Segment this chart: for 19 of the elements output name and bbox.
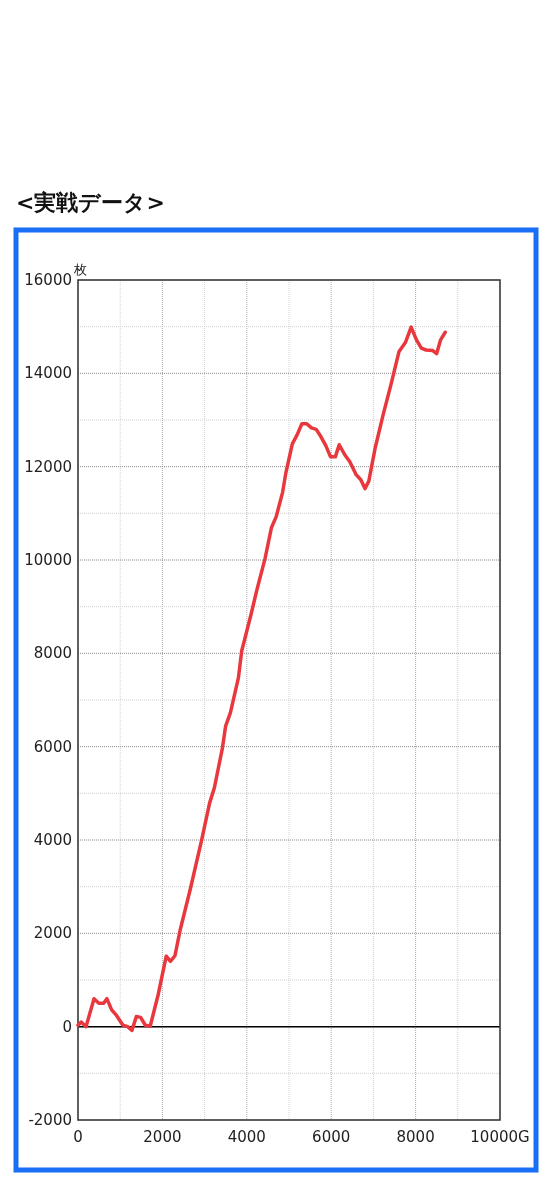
y-tick-label: 8000 [33,644,72,663]
y-tick-label: 2000 [33,924,72,943]
y-tick-label: 0 [62,1017,72,1036]
x-tick-label: 8000 [396,1128,435,1146]
x-tick-label: 10000G [470,1128,530,1146]
x-tick-label: 0 [73,1128,83,1146]
chart-title: <実戦データ> [16,190,165,215]
y-tick-label: -2000 [28,1111,72,1129]
y-tick-label: 10000 [24,551,72,569]
y-tick-label: 14000 [24,364,72,383]
y-tick-label: 6000 [33,737,72,756]
y-tick-label: 4000 [33,831,72,849]
y-tick-label: 16000 [24,271,72,289]
y-axis-title: 枚 [73,262,87,277]
y-tick-label: 12000 [24,457,72,476]
x-tick-label: 6000 [312,1128,351,1146]
x-tick-label: 4000 [227,1128,266,1146]
line-series [76,325,447,1033]
x-tick-label: 2000 [143,1128,182,1146]
